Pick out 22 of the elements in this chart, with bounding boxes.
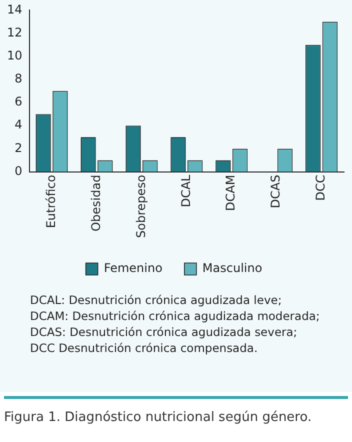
y-tick-label: 4 xyxy=(14,118,22,132)
x-tick-label: Sobrepeso xyxy=(134,174,148,238)
y-tick-label: 0 xyxy=(14,164,22,178)
y-tick-label: 6 xyxy=(14,94,22,109)
x-tick-label: DCAS xyxy=(268,174,283,208)
legend-label: Femenino xyxy=(104,261,162,276)
text: Figura 1. Diagnóstico nutricional según género. xyxy=(4,410,312,425)
text: DCAS: Desnutrición crónica agudizada severa; xyxy=(30,324,298,340)
x-tick-label: Eutrófico xyxy=(44,174,58,228)
text: DCC Desnutrición crónica compensada. xyxy=(30,340,259,356)
y-tick-label: 2 xyxy=(14,140,22,155)
x-tick-label: Obesidad xyxy=(88,174,103,232)
x-tick-label: DCAM xyxy=(224,174,238,211)
y-tick-label: 8 xyxy=(14,72,22,86)
y-tick-label: 14 xyxy=(6,2,22,16)
y-tick-label: 12 xyxy=(6,25,22,40)
y-tick-label: 10 xyxy=(6,48,22,62)
legend-label: Masculino xyxy=(202,261,262,276)
x-tick-label: DCAL xyxy=(178,174,193,208)
text: DCAM: Desnutrición crónica agudizada moderada; xyxy=(30,308,320,324)
text: DCAL: Desnutrición crónica agudizada leve; xyxy=(30,292,283,308)
x-tick-label: DCC xyxy=(314,174,328,201)
